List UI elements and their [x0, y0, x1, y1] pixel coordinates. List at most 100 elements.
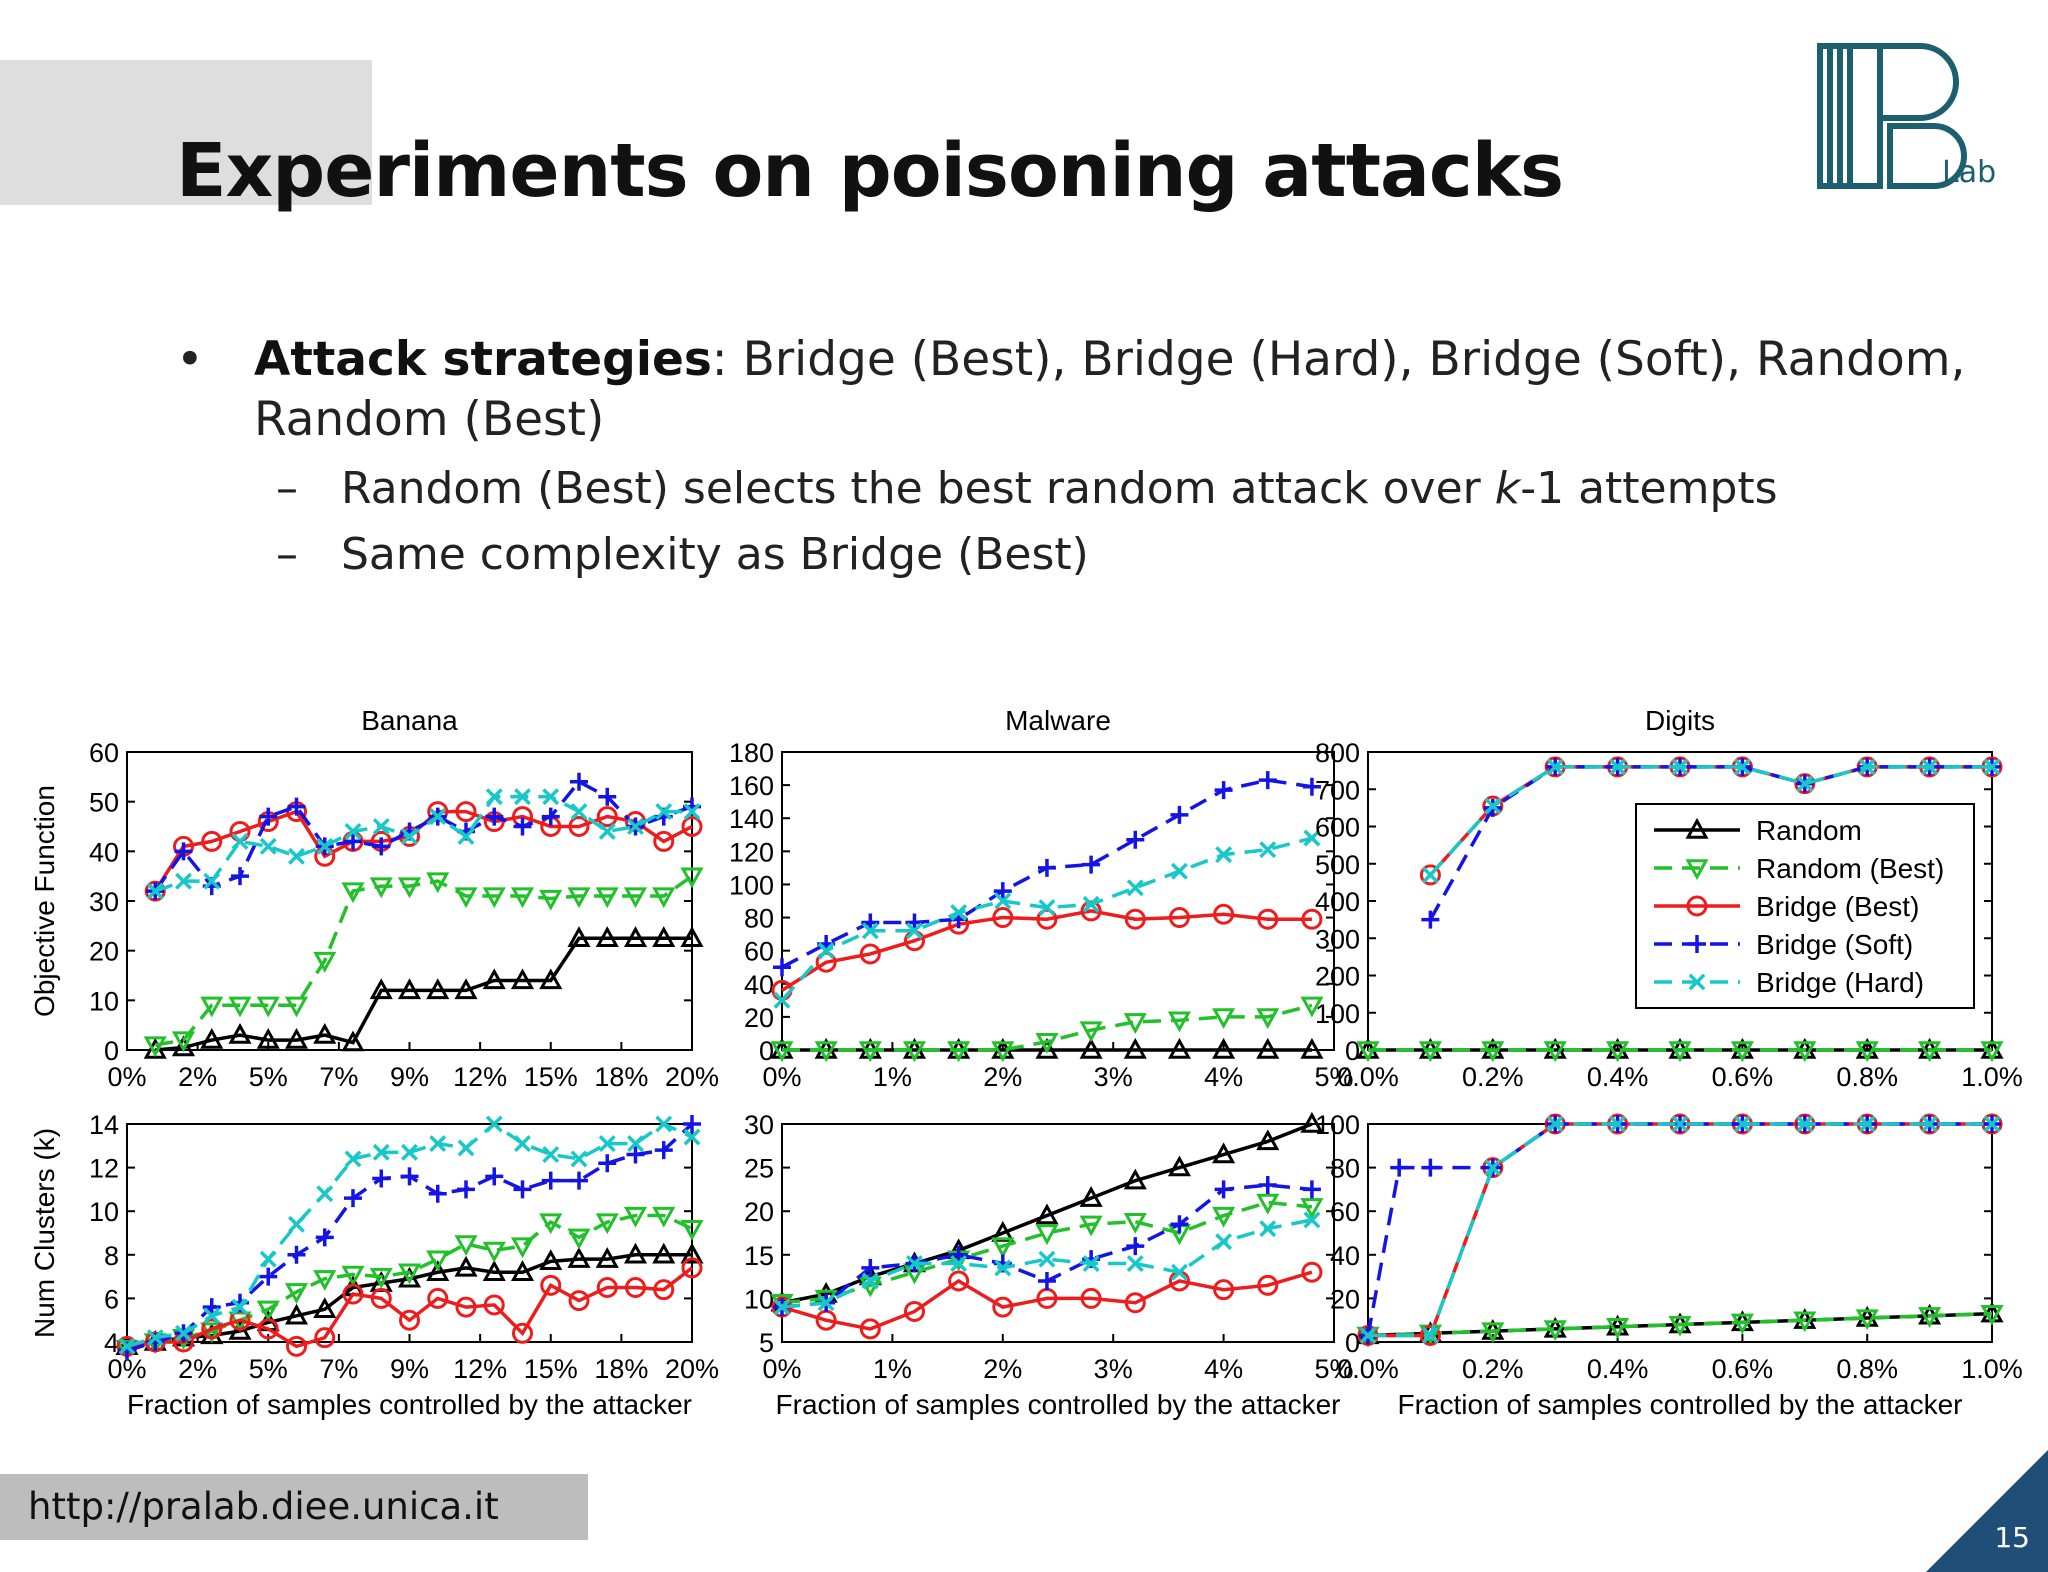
data-point [623, 926, 648, 947]
data-point [426, 1260, 450, 1281]
data-point [623, 1206, 648, 1228]
data-point [259, 807, 278, 826]
data-point [1035, 1033, 1059, 1054]
x-axis-label: Fraction of samples controlled by the at… [127, 1389, 692, 1420]
data-point [1796, 1115, 1814, 1133]
data-point [1257, 1274, 1279, 1296]
series-random-best [1356, 1041, 2004, 1063]
data-point [143, 1037, 167, 1059]
data-point [991, 1041, 1015, 1063]
data-point [454, 1255, 478, 1277]
data-point [143, 1036, 167, 1058]
data-point [1082, 895, 1100, 913]
y-tick-label: 5 [759, 1328, 774, 1358]
data-point [512, 1322, 533, 1344]
data-point [429, 1135, 447, 1153]
pralab-logo: Lab [1817, 43, 1996, 190]
series-line [782, 1003, 1313, 1052]
data-point [598, 1154, 617, 1173]
x-tick-label: 5% [1314, 1354, 1353, 1384]
x-tick-label: 9% [390, 1354, 429, 1384]
y-tick-label: 500 [1315, 850, 1360, 880]
bullet-list: • Attack strategies: Bridge (Best), Bridg… [176, 330, 1996, 588]
data-point [949, 1245, 968, 1264]
data-point [542, 1146, 560, 1163]
data-point [542, 788, 560, 806]
data-point [1167, 1011, 1191, 1033]
data-point [567, 887, 591, 909]
x-tick-label: 1% [873, 1062, 912, 1092]
data-point [1212, 1037, 1236, 1059]
data-point [994, 1259, 1012, 1277]
data-point [510, 968, 535, 990]
y-tick-label: 700 [1315, 775, 1360, 805]
data-point [1300, 996, 1324, 1018]
data-point [1170, 1215, 1189, 1234]
bullet-bold: Attack strategies [254, 332, 712, 387]
data-point [1983, 1115, 2001, 1133]
data-point [773, 1298, 791, 1316]
data-point [1303, 829, 1321, 847]
data-point [1170, 805, 1189, 824]
data-point [1123, 1168, 1147, 1190]
series-line [781, 909, 1312, 992]
y-tick-label: 600 [1315, 813, 1360, 843]
data-point [570, 1171, 588, 1190]
data-point [947, 1041, 971, 1063]
data-point [510, 1260, 535, 1281]
data-point [1037, 1271, 1056, 1290]
data-point [859, 943, 881, 965]
data-point [256, 996, 280, 1018]
data-point [1300, 1111, 1324, 1133]
data-point [344, 832, 362, 851]
data-point [623, 1242, 648, 1264]
data-point [596, 1277, 618, 1298]
y-tick-label: 30 [744, 1110, 774, 1140]
series-bridge-hard [118, 1115, 701, 1355]
sub-bullet-random-best: – Random (Best) selects the best random a… [176, 456, 1996, 522]
chart-panel-banana-objective: Banana 0 10 20 30 40 50 60 0% 2% 5% 7% 9% 12% 15% 18% 20… [29, 705, 719, 1092]
data-point [627, 818, 644, 835]
data-point [1212, 1008, 1236, 1029]
data-point [598, 1135, 616, 1153]
data-point [567, 1247, 591, 1268]
series-bridge-soft [118, 1115, 701, 1360]
legend-label: Random (Best) [1756, 853, 1944, 884]
series-bridge-soft [773, 1176, 1321, 1317]
data-point [372, 1169, 391, 1188]
data-point [1793, 1041, 1817, 1063]
data-point [1167, 1155, 1191, 1177]
series-bridge-hard [146, 788, 701, 900]
data-point [861, 1258, 880, 1277]
data-point [595, 1247, 619, 1268]
y-tick-label: 12 [89, 1154, 119, 1184]
y-tick-label: 20 [744, 1197, 774, 1227]
y-tick-label: 40 [89, 837, 119, 867]
y-tick-label: 300 [1315, 924, 1360, 954]
data-point [231, 832, 249, 850]
data-point [1079, 1186, 1103, 1207]
data-point [1258, 1176, 1277, 1195]
data-point [284, 996, 309, 1018]
data-point [1918, 1041, 1942, 1063]
y-tick-label: 8 [104, 1241, 119, 1271]
y-tick-label: 80 [1330, 1154, 1360, 1184]
sub-bullet-k: k [1494, 463, 1521, 514]
data-point [626, 1145, 645, 1164]
data-point [948, 1270, 970, 1292]
data-point [570, 772, 588, 791]
sub-bullet-complexity: – Same complexity as Bridge (Best) [176, 522, 1996, 588]
x-tick-label: 0.6% [1712, 1354, 1774, 1384]
data-point [1606, 1318, 1630, 1339]
y-tick-label: 0 [1345, 1328, 1360, 1358]
data-point [655, 1115, 673, 1133]
data-point [256, 1300, 280, 1322]
data-point [399, 1309, 420, 1331]
data-point [1730, 1041, 1754, 1063]
plot-frame [781, 1123, 1335, 1343]
data-point [397, 877, 422, 899]
data-point [175, 1324, 192, 1342]
y-tick-label: 60 [1330, 1197, 1360, 1227]
y-tick-label: 20 [1330, 1284, 1360, 1314]
footer-url[interactable]: http://pralab.diee.unica.it [0, 1474, 588, 1540]
